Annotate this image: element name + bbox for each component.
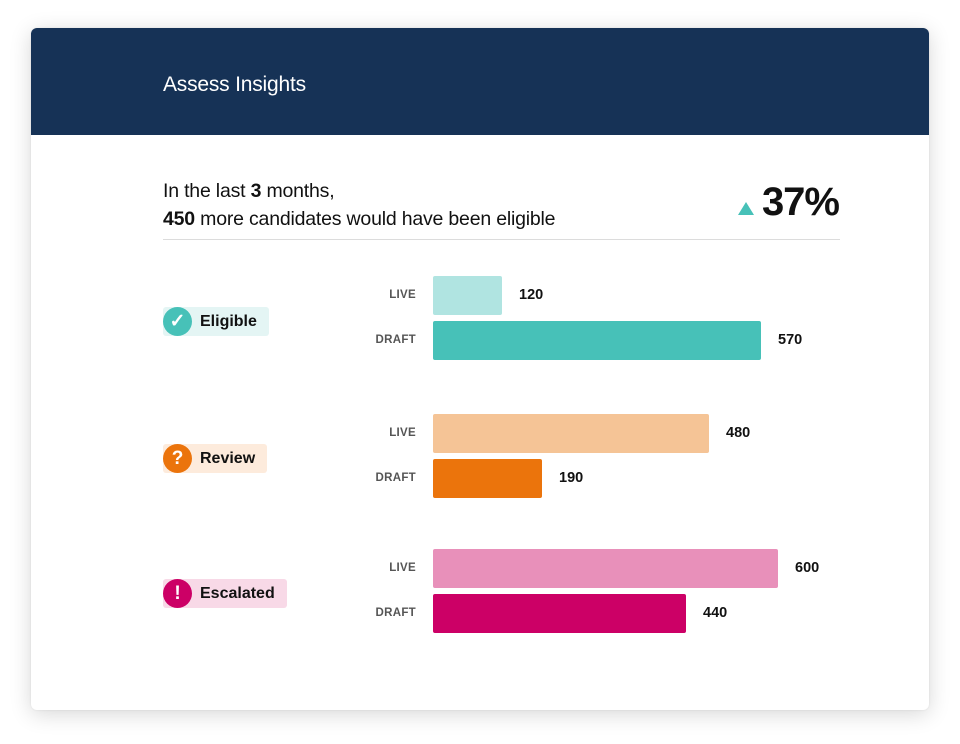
candidate-count: 450 [163,208,195,230]
bar-row-draft: DRAFT 570 [31,321,929,360]
triangle-up-icon [737,202,754,215]
status-label: Eligible [200,312,257,330]
group-review: ? Review LIVE 480 DRAFT 190 [31,414,929,504]
summary-prefix: In the last [163,180,251,202]
status-label: Review [200,449,256,467]
series-label: LIVE [389,427,416,439]
bar [433,594,686,633]
bar-row-draft: DRAFT 190 [31,459,929,498]
divider [163,239,840,240]
summary-text: In the last 3 months, 450 more candidate… [163,177,556,233]
series-label: LIVE [389,289,416,301]
summary-suffix: months, [261,180,335,202]
bar-value: 190 [559,470,584,486]
series-label: DRAFT [375,334,416,346]
exclamation-circle-icon: ! [163,579,192,608]
bar-value: 480 [726,425,751,441]
bar-row-live: LIVE 120 [31,276,929,315]
months-value: 3 [250,180,262,202]
card-header: Assess Insights [31,28,929,135]
group-escalated: ! Escalated LIVE 600 DRAFT 440 [31,549,929,639]
status-badge: ! Escalated [163,579,287,608]
status-badge: ? Review [163,444,268,473]
bar [433,459,542,498]
bar-row-live: LIVE 480 [31,414,929,453]
check-circle-icon: ✓ [163,307,192,336]
bar [433,321,761,360]
status-label: Escalated [200,584,275,602]
series-label: LIVE [389,562,416,574]
bar [433,276,502,315]
group-eligible: ✓ Eligible LIVE 120 DRAFT 570 [31,276,929,366]
bar-row-live: LIVE 600 [31,549,929,588]
bar-value: 600 [795,560,820,576]
bar-value: 440 [703,605,728,621]
question-circle-icon: ? [163,444,192,473]
insights-card: Assess Insights In the last 3 months, 45… [31,28,929,710]
summary-line2: more candidates would have been eligible [194,208,556,230]
delta-percent: 37% [761,180,840,224]
bar-row-draft: DRAFT 440 [31,594,929,633]
bar-value: 120 [519,287,544,303]
bar-value: 570 [778,332,803,348]
card-title: Assess Insights [163,73,306,96]
bar [433,414,709,453]
bar [433,549,778,588]
delta-indicator: 37% [737,180,840,224]
status-badge: ✓ Eligible [163,307,269,336]
series-label: DRAFT [375,607,416,619]
series-label: DRAFT [375,472,416,484]
